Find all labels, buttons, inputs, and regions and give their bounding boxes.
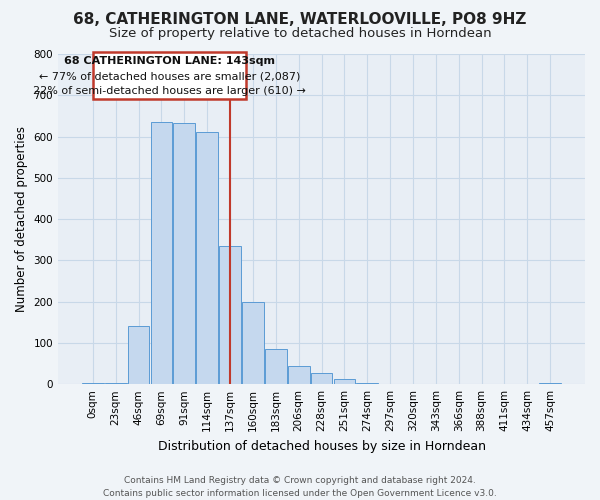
Bar (219, 246, 241, 384)
Bar (105, 383, 127, 384)
Text: Size of property relative to detached houses in Horndean: Size of property relative to detached ho… (109, 28, 491, 40)
Bar (288, 366, 310, 384)
Text: 22% of semi-detached houses are larger (610) →: 22% of semi-detached houses are larger (… (33, 86, 306, 96)
FancyBboxPatch shape (93, 52, 246, 100)
Text: ← 77% of detached houses are smaller (2,087): ← 77% of detached houses are smaller (2,… (39, 72, 300, 82)
Bar (128, 326, 149, 384)
Bar (173, 124, 195, 384)
Bar (242, 302, 264, 384)
Text: 68, CATHERINGTON LANE, WATERLOOVILLE, PO8 9HZ: 68, CATHERINGTON LANE, WATERLOOVILLE, PO… (73, 12, 527, 28)
Bar (151, 122, 172, 384)
X-axis label: Distribution of detached houses by size in Horndean: Distribution of detached houses by size … (158, 440, 485, 452)
Bar (334, 379, 355, 384)
Bar (265, 349, 287, 384)
Bar (311, 372, 332, 384)
Text: Contains HM Land Registry data © Crown copyright and database right 2024.
Contai: Contains HM Land Registry data © Crown c… (103, 476, 497, 498)
Bar (196, 132, 218, 384)
Text: 68 CATHERINGTON LANE: 143sqm: 68 CATHERINGTON LANE: 143sqm (64, 56, 275, 66)
Bar (539, 383, 561, 384)
Y-axis label: Number of detached properties: Number of detached properties (15, 126, 28, 312)
Bar (356, 383, 378, 384)
Bar (82, 383, 104, 384)
